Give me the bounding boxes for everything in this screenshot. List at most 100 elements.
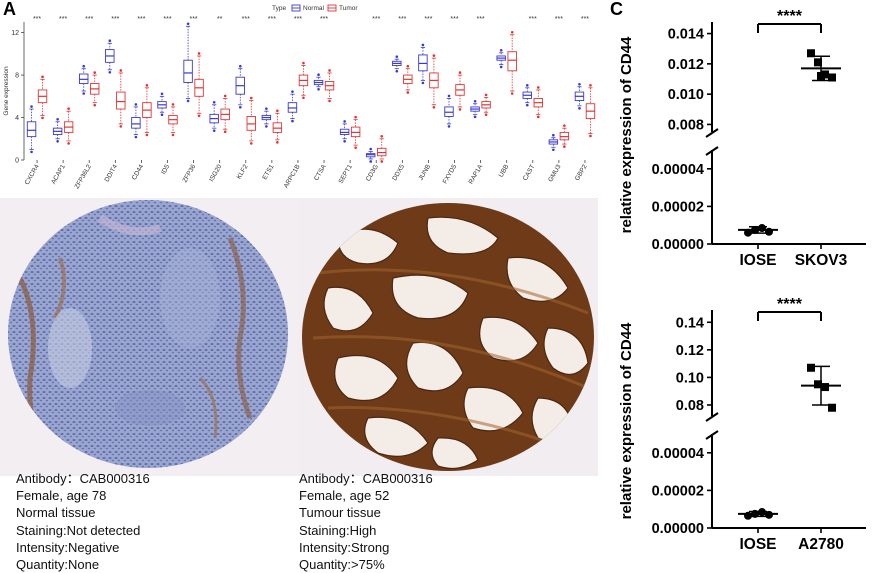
significance-label: *** xyxy=(372,16,380,23)
box-outlier xyxy=(589,134,592,138)
normal-tissue-image xyxy=(0,198,300,476)
boxplot-chart: 0 4 8 12 Gene expression Type Normal Tumor CXCR4… xyxy=(3,4,596,190)
x-tick-label: A2780 xyxy=(798,536,844,553)
significance-label: *** xyxy=(320,16,328,23)
x-tick-label: ID5 xyxy=(160,163,171,176)
caption-line: Antibody：CAB000316 xyxy=(16,471,150,486)
box-outlier xyxy=(395,69,399,73)
box-outlier xyxy=(499,48,503,52)
box-outlier xyxy=(171,103,175,106)
significance-label: *** xyxy=(555,16,563,23)
data-point xyxy=(807,49,815,58)
box-outlier xyxy=(510,30,514,34)
legend-label: Tumor xyxy=(339,5,358,12)
y-tick-label: 0.08 xyxy=(676,398,704,414)
box-outlier xyxy=(369,160,373,163)
x-tick-label: UBB xyxy=(498,164,511,179)
data-point xyxy=(828,403,836,412)
box-outlier xyxy=(93,103,97,107)
y-tick-label: 4 xyxy=(15,115,19,122)
box-outlier xyxy=(265,107,268,110)
box xyxy=(507,51,517,72)
data-point xyxy=(765,510,773,519)
box-outlier xyxy=(67,142,70,145)
box-outlier xyxy=(354,115,357,119)
x-tick-label: ZFP36L2 xyxy=(74,163,94,190)
y-tick-label: 0.00000 xyxy=(652,521,704,537)
caption-line: Staining:Not detected xyxy=(16,522,141,538)
y-tick-label: 0.00002 xyxy=(652,483,704,499)
x-tick-label: GBP2 xyxy=(574,163,589,182)
box-outlier xyxy=(186,99,190,103)
box xyxy=(26,121,37,138)
box-outlier xyxy=(56,139,59,143)
x-tick-label: ZFP36 xyxy=(182,163,198,184)
box-outlier xyxy=(343,139,346,143)
data-point xyxy=(744,511,752,520)
box-outlier xyxy=(302,61,305,65)
caption-line: Normal tissue xyxy=(16,505,96,521)
box-outlier xyxy=(421,81,425,85)
cd44-skov3-chart: 0.008 0.010 0.012 0.014 0.00000 0.00002 0.0000… xyxy=(618,8,866,269)
significance-label: ** xyxy=(217,16,223,23)
box-outlier xyxy=(563,145,566,148)
box-outlier xyxy=(589,84,592,87)
y-tick-label: 0.10 xyxy=(676,370,704,386)
box-outlier xyxy=(536,86,540,89)
y-tick-label: 12 xyxy=(11,30,19,37)
caption-line: Quantity:>75% xyxy=(299,557,385,573)
significance-label: *** xyxy=(242,16,250,23)
box-outlier xyxy=(276,141,279,144)
significance-label: *** xyxy=(581,16,589,23)
box-outlier xyxy=(108,39,112,43)
box-outlier xyxy=(30,150,33,154)
y-tick-label: 0.00002 xyxy=(652,199,704,215)
significance-label: *** xyxy=(398,16,406,23)
box-outlier xyxy=(328,69,331,72)
y-tick-label: 8 xyxy=(15,73,19,80)
x-tick-label: GMU3 xyxy=(547,163,563,183)
caption-line: Female, age 78 xyxy=(16,488,107,504)
box-outlier xyxy=(354,146,357,149)
box-outlier xyxy=(119,69,123,72)
box-outlier xyxy=(302,96,305,100)
box-outlier xyxy=(41,116,44,120)
y-axis-title: Gene expression xyxy=(3,66,10,116)
significance-label: *** xyxy=(529,16,537,23)
data-point xyxy=(817,71,825,80)
caption-line: Female, age 52 xyxy=(299,488,390,504)
significance-label: *** xyxy=(59,16,67,23)
y-tick-label: 0 xyxy=(15,158,19,165)
significance-label: **** xyxy=(777,296,803,313)
box-outlier xyxy=(447,125,451,128)
x-tick-label: KLF2 xyxy=(236,163,250,180)
legend-title: Type xyxy=(272,5,286,12)
y-tick-label: 0.00004 xyxy=(652,446,704,462)
significance-label: *** xyxy=(268,16,276,23)
y-axis-title: relative expression of CD44 xyxy=(618,322,635,519)
caption-line: Quantity:None xyxy=(16,557,100,573)
box-outlier xyxy=(578,82,581,86)
box-outlier xyxy=(160,113,164,117)
x-tick-label: SKOV3 xyxy=(795,252,848,269)
data-point xyxy=(814,380,822,389)
y-tick-label: 0.008 xyxy=(668,117,704,133)
panel-label-c: C xyxy=(610,0,623,19)
y-tick-label: 0.00004 xyxy=(652,162,704,178)
significance-label: *** xyxy=(111,16,119,23)
box-outlier xyxy=(238,64,242,68)
box-outlier xyxy=(458,108,462,111)
data-point xyxy=(758,224,766,233)
box-outlier xyxy=(212,129,216,132)
box-outlier xyxy=(108,70,112,74)
box-outlier xyxy=(421,43,425,47)
significance-label: *** xyxy=(137,16,145,23)
x-tick-label: IOSE xyxy=(739,252,776,269)
data-point xyxy=(765,227,773,236)
box-outlier xyxy=(552,133,555,137)
box-outlier xyxy=(186,22,190,26)
box-outlier xyxy=(328,99,331,103)
box-outlier xyxy=(536,115,540,119)
panel-label-a: A xyxy=(3,0,16,19)
box-outlier xyxy=(510,92,514,95)
